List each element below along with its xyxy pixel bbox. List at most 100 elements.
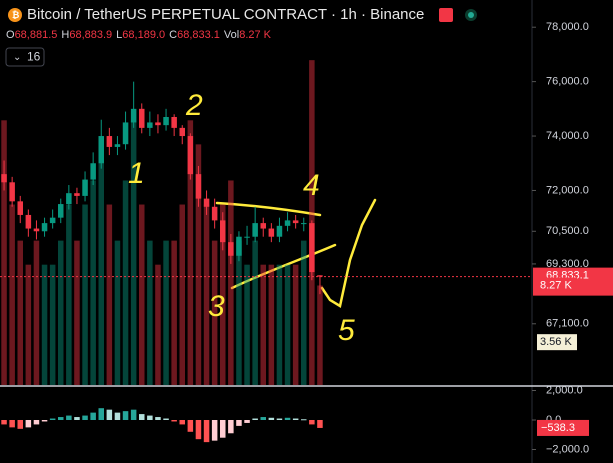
candle-body — [309, 223, 315, 273]
candle-body — [195, 174, 202, 199]
annotation: 4 — [303, 169, 320, 202]
annotation: 1 — [128, 157, 145, 190]
macd-bar — [122, 411, 129, 420]
volume-bar — [252, 240, 258, 385]
macd-bar — [82, 415, 88, 420]
volume-bar — [292, 264, 299, 385]
volume-bar — [114, 240, 121, 385]
candle-body — [9, 182, 15, 202]
candle-body — [163, 116, 169, 126]
macd-bar — [9, 419, 15, 428]
macd-bar — [211, 419, 218, 441]
macd-bar — [114, 412, 121, 420]
candle-body — [33, 228, 40, 232]
macd-bar — [252, 418, 258, 420]
candle-body — [260, 223, 267, 229]
macd-bar — [1, 419, 7, 425]
candle-body — [236, 236, 242, 256]
macd-bar — [300, 419, 307, 421]
volume-bar — [17, 240, 24, 385]
volume-bar — [66, 204, 72, 385]
marks: 78,000.0 76,000.0 74,000.0 72,000.0 70,500.0… — [0, 21, 613, 455]
drawing-check — [320, 198, 377, 308]
candle-body — [284, 220, 291, 226]
macd-y-tick-label: −2,000.0 — [546, 443, 589, 455]
volume-bar — [155, 264, 161, 385]
volume-bar — [317, 285, 323, 385]
macd-bar — [49, 418, 56, 420]
volume-bar — [41, 264, 48, 385]
volume-bar — [163, 240, 169, 385]
macd-bar — [33, 419, 40, 425]
ohlc-key: L — [116, 29, 122, 41]
candle-body — [41, 223, 48, 232]
macd-y-tick-label: 2,000.0 — [546, 384, 583, 396]
flag-icon[interactable] — [439, 8, 453, 22]
candle-body — [211, 206, 218, 221]
ohlc-legend: O68,881.5 H68,883.9 L68,189.0 C68,833.1 Vol8… — [6, 29, 272, 41]
volume-bar — [171, 240, 177, 385]
coin-icon — [8, 8, 22, 22]
header: ₿ Bitcoin / TetherUS PERPETUAL CONTRACT … — [5, 6, 477, 67]
indicator-toggle[interactable] — [5, 47, 45, 67]
volume-bar — [203, 204, 210, 385]
candle-body — [25, 214, 32, 229]
macd-bar — [138, 414, 145, 420]
macd-bar — [25, 419, 32, 428]
macd-bar — [317, 419, 323, 428]
macd-bar — [90, 412, 96, 420]
ohlc-value: 68,883.9 — [69, 29, 112, 41]
volume-average-tag — [537, 334, 577, 351]
ohlc-value: 68,189.0 — [122, 29, 165, 41]
ohlc-text: O68,881.5 H68,883.9 L68,189.0 C68,833.1 Vol8… — [6, 29, 272, 41]
volume-tag-label: 8.27 K — [540, 279, 572, 291]
volume-bar — [98, 144, 105, 385]
candle-body — [138, 108, 145, 128]
candle-body — [179, 127, 186, 137]
volume-bar — [195, 144, 202, 385]
macd-bar — [284, 417, 291, 420]
macd-bar — [276, 418, 283, 420]
candle-body — [244, 236, 250, 238]
macd-bar — [292, 418, 299, 420]
volume-bar — [49, 264, 56, 385]
macd-tag — [537, 419, 589, 436]
macd-tag-label: −538.3 — [541, 422, 575, 434]
macd-bar — [203, 419, 210, 443]
ohlc-value: 68,833.1 — [177, 29, 220, 41]
macd-bar — [244, 419, 250, 423]
ohlc-key: C — [169, 29, 177, 41]
volume-bar — [276, 264, 283, 385]
status-dot — [468, 12, 474, 18]
candle-body — [17, 201, 24, 215]
drawing-line — [215, 201, 322, 217]
volume-bar — [236, 240, 242, 385]
chart-title: Bitcoin / TetherUS PERPETUAL CONTRACT · … — [27, 6, 424, 23]
macd-bar — [268, 417, 275, 420]
candle-body — [90, 163, 96, 180]
candle-body — [171, 116, 177, 128]
candle-body — [66, 193, 72, 205]
volume-bar — [179, 204, 186, 385]
candle-body — [317, 275, 323, 277]
candle-body — [82, 179, 88, 196]
candle-body — [74, 193, 80, 196]
volume-bar — [57, 240, 64, 385]
volume-bar — [284, 264, 291, 385]
volume-bar — [138, 204, 145, 385]
volume-bar — [1, 120, 7, 385]
candle-body — [155, 122, 161, 126]
candle-body — [49, 217, 56, 224]
y-tick-label: 70,500.0 — [546, 225, 589, 237]
volume-bar — [219, 204, 226, 385]
candle-body — [252, 223, 258, 237]
y-tick-label: 78,000.0 — [546, 21, 589, 33]
chevron: ⌄ — [13, 52, 21, 63]
drawing-line — [230, 243, 337, 290]
ohlc-value: 68,881.5 — [15, 29, 58, 41]
candle-body — [228, 242, 234, 256]
candle-body — [292, 220, 299, 224]
volume-bar — [211, 240, 218, 385]
macd-bar — [163, 418, 169, 420]
